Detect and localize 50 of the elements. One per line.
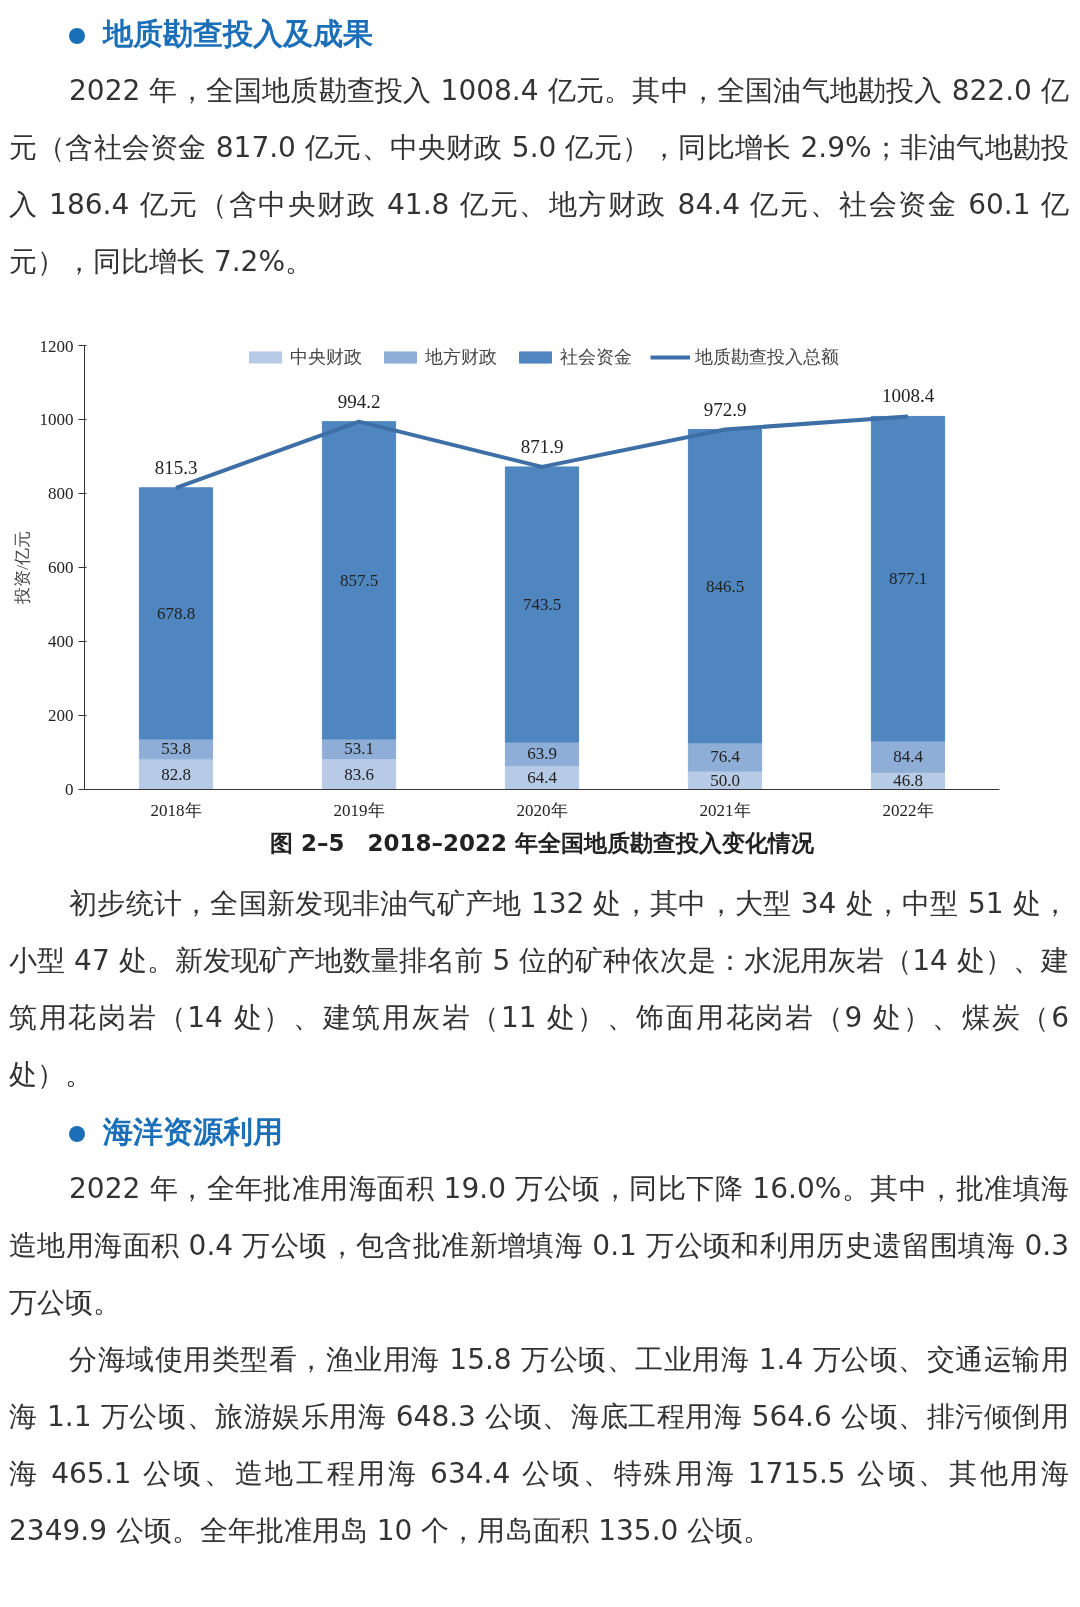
- x-tick-label: 2021年: [699, 800, 751, 820]
- data-label: 972.9: [703, 398, 747, 420]
- legend-label: 社会资金: [559, 346, 632, 369]
- y-tick-label: 400: [48, 632, 74, 651]
- y-tick-label: 600: [48, 558, 74, 577]
- bar: [687, 429, 763, 744]
- bar: [138, 487, 214, 740]
- data-label: 743.5: [522, 594, 562, 614]
- data-label: 53.1: [344, 739, 374, 759]
- text: 图 2–5 2018–2022 年全国地质勘查投入变化情况: [269, 829, 816, 856]
- data-label: 46.8: [893, 771, 923, 791]
- data-label: 871.9: [520, 435, 564, 457]
- x-tick-label: 2018年: [150, 800, 202, 820]
- data-label: 76.4: [710, 747, 741, 767]
- y-tick-label: 800: [48, 484, 74, 503]
- data-label: 64.4: [527, 768, 558, 788]
- legend-label: 地方财政: [424, 346, 497, 369]
- text: 2022 年，全年批准用海面积 19.0 万公顷，同比下降 16.0%。其中，批准填海造地用海面积 0.4 万公顷，包含批准新增填海 0.1 万公顷和利用历史遗留围填海 0.3 万公顷。: [9, 1170, 1069, 1321]
- text: 2022 年，全国地质勘查投入 1008.4 亿元。其中，全国油气地勘投入 822.0 亿元（含社会资金 817.0 亿元、中央财政 5.0 亿元），同比增长 2.9%；非油气地勘投入 186.4 亿元（含中央财政 41.8 亿元、地方财政 84.4 亿元、社会资金 60.1 亿元），同比增长 7.2%。: [9, 72, 1069, 280]
- text: 分海域使用类型看，渔业用海 15.8 万公顷、工业用海 1.4 万公顷、交通运输用海 1.1 万公顷、旅游娱乐用海 648.3 公顷、海底工程用海 564.6 公顷、排污倾倒用海 465.1 公顷、造地工程用海 634.4 公顷、特殊用海 1715.5 公顷、其他用海 2349.9 公顷。全年批准用岛 10 个，用岛面积 135.0 公顷。: [9, 1341, 1069, 1549]
- data-label: 815.3: [154, 456, 198, 478]
- data-label: 1008.4: [881, 385, 935, 407]
- text: 初步统计，全国新发现非油气矿产地 132 处，其中，大型 34 处，中型 51 处，小型 47 处。新发现矿产地数量排名前 5 位的矿种依次是：水泥用灰岩（14 处）、建筑用花岗岩（14 处）、建筑用灰岩（11 处）、饰面用花岗岩（9 处）、煤炭（6 处）。: [9, 886, 1069, 1093]
- bar: [687, 742, 763, 772]
- bar: [870, 415, 946, 742]
- data-label: 846.5: [705, 576, 745, 596]
- bar: [321, 421, 397, 740]
- bar: [504, 466, 580, 743]
- x-tick-label: 2020年: [516, 800, 568, 820]
- data-label: 83.6: [344, 764, 374, 784]
- data-label: 857.5: [339, 570, 379, 590]
- y-axis-title: 投资/亿元: [12, 531, 32, 605]
- data-label: 877.1: [888, 569, 928, 589]
- x-tick-label: 2019年: [333, 800, 385, 820]
- data-label: 678.8: [156, 603, 196, 623]
- data-label: 50.0: [710, 770, 740, 790]
- text: 地质勘查投入及成果: [101, 15, 374, 53]
- y-tick-label: 1200: [39, 336, 74, 356]
- data-label: 84.4: [893, 747, 924, 767]
- data-label: 994.2: [337, 390, 381, 412]
- legend-label: 中央财政: [289, 346, 362, 369]
- data-label: 53.8: [161, 739, 191, 759]
- y-tick-label: 200: [48, 706, 74, 725]
- y-tick-label: 1000: [39, 410, 74, 429]
- legend-label: 地质勘查投入总额: [694, 346, 839, 369]
- data-label: 63.9: [527, 744, 557, 764]
- data-label: 82.8: [161, 764, 191, 784]
- y-tick-label: 0: [65, 780, 74, 799]
- text: 海洋资源利用: [102, 1113, 284, 1151]
- x-tick-label: 2022年: [882, 800, 934, 820]
